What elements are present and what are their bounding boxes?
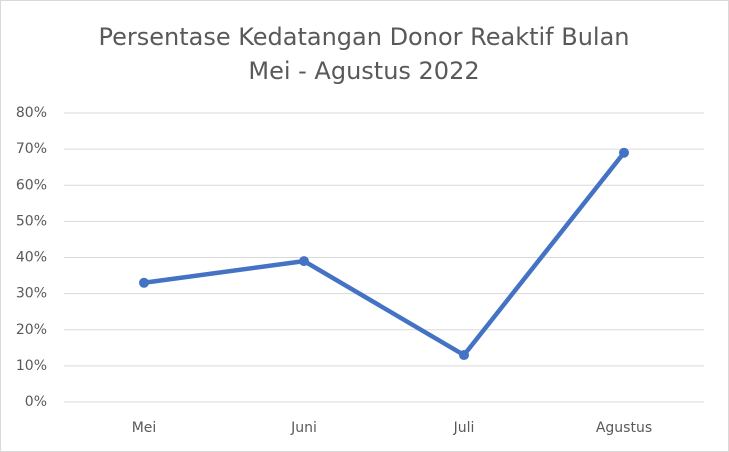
marker (299, 256, 309, 267)
x-tick-label: Mei (132, 420, 157, 436)
y-tick-label: 30% (16, 286, 47, 302)
chart-title: Persentase Kedatangan Donor Reaktif Bula… (98, 23, 629, 51)
x-tick-label: Juli (453, 420, 475, 436)
y-tick-label: 80% (16, 105, 47, 121)
y-tick-label: 70% (16, 141, 47, 157)
y-tick-label: 0% (25, 394, 47, 410)
marker (619, 147, 629, 158)
y-tick-label: 10% (16, 358, 47, 374)
x-tick-label: Agustus (596, 420, 652, 436)
marker (459, 350, 469, 361)
y-tick-label: 20% (16, 322, 47, 338)
chart-title: Mei - Agustus 2022 (248, 57, 479, 85)
line (141, 150, 627, 358)
y-tick-label: 50% (16, 213, 47, 229)
marker (139, 277, 149, 288)
x-tick-label: Juni (290, 420, 317, 436)
y-tick-label: 40% (16, 250, 47, 266)
y-tick-label: 60% (16, 177, 47, 193)
